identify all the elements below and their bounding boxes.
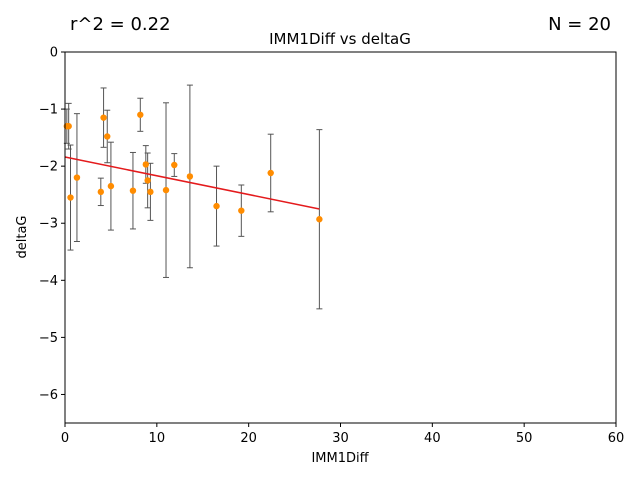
data-point (137, 111, 144, 118)
y-tick-label: 0 (50, 46, 58, 61)
data-point (107, 182, 115, 190)
y-axis-label: deltaG (15, 216, 30, 259)
data-point (147, 188, 154, 196)
data-point (238, 207, 245, 214)
data-point (144, 177, 151, 184)
data-point (162, 186, 170, 194)
data-point (97, 188, 105, 196)
y-tick-label: −5 (39, 331, 58, 346)
data-point (104, 133, 111, 140)
data-point (100, 114, 107, 121)
data-point (186, 173, 194, 180)
y-tick-label: −4 (39, 274, 58, 289)
x-tick-label: 20 (240, 431, 257, 446)
y-tick-label: −1 (39, 103, 58, 118)
r-squared-label: r^2 = 0.22 (70, 14, 171, 35)
regression-line (64, 156, 320, 210)
x-tick-label: 60 (608, 431, 625, 446)
plot-area (63, 84, 323, 310)
y-tick-label: −2 (39, 160, 58, 175)
data-point (213, 202, 220, 210)
x-axis-label: IMM1Diff (311, 451, 369, 466)
sample-count-label: N = 20 (548, 14, 611, 35)
data-point (129, 187, 137, 194)
data-point (73, 174, 81, 181)
data-point (171, 161, 178, 169)
chart-title: IMM1Diff vs deltaG (269, 30, 411, 48)
data-point (142, 161, 150, 168)
x-tick-label: 0 (61, 431, 69, 446)
y-tick-label: −6 (39, 388, 58, 403)
y-tick-label: −3 (39, 217, 58, 232)
x-tick-label: 50 (516, 431, 533, 446)
x-tick-label: 30 (332, 431, 349, 446)
data-point (316, 216, 323, 223)
plot-frame (64, 51, 617, 424)
axis-ticks: 0 10 20 30 40 50 60 0 −1 −2 −3 −4 −5 −6 (39, 46, 624, 447)
data-point (267, 169, 274, 177)
x-tick-label: 40 (424, 431, 441, 446)
x-tick-label: 10 (149, 431, 166, 446)
data-point (67, 194, 74, 201)
